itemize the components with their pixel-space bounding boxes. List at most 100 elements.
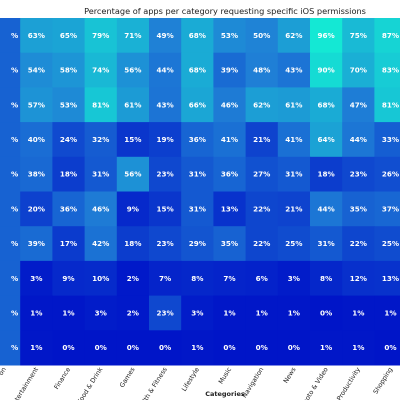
cell-value-label: % xyxy=(11,31,18,40)
heatmap-cell xyxy=(52,122,86,158)
cell-value-label: 0% xyxy=(320,308,332,317)
heatmap-cell xyxy=(245,18,279,54)
cell-value-label: 0% xyxy=(223,343,235,352)
x-tick-label: Lifestyle xyxy=(180,366,201,393)
heatmap-cell xyxy=(116,18,150,54)
cell-value-label: 29% xyxy=(189,239,206,248)
heatmap-cell xyxy=(116,295,150,331)
heatmap-cell xyxy=(20,226,53,262)
cell-value-label: 31% xyxy=(317,239,334,248)
cell-value-label: 43% xyxy=(285,66,302,75)
heatmap-cell xyxy=(149,87,182,123)
cell-value-label: 43% xyxy=(156,100,173,109)
heatmap-cell xyxy=(310,191,343,227)
cell-value-label: % xyxy=(11,170,18,179)
heatmap-cell xyxy=(0,156,21,192)
heatmap-cell xyxy=(310,156,343,192)
heatmap-cell xyxy=(20,122,53,158)
heatmap-cell xyxy=(310,226,343,262)
heatmap-cell xyxy=(181,52,214,88)
heatmap-cell xyxy=(245,52,279,88)
heatmap-cell xyxy=(374,156,400,192)
heatmap-cell xyxy=(181,330,214,366)
heatmap-cell xyxy=(277,156,311,192)
heatmap-cell xyxy=(342,156,375,192)
heatmap-cell xyxy=(0,330,21,366)
cell-value-label: 96% xyxy=(317,31,334,40)
cell-value-label: 24% xyxy=(60,135,77,144)
cell-value-label: 1% xyxy=(352,308,364,317)
cell-value-label: 9% xyxy=(127,204,139,213)
heatmap-cell xyxy=(84,156,118,192)
heatmap-cell xyxy=(342,87,375,123)
cell-value-label: 61% xyxy=(124,100,141,109)
heatmap-cell xyxy=(310,295,343,331)
heatmap-cell xyxy=(181,87,214,123)
heatmap-cell xyxy=(52,226,86,262)
cell-value-label: 38% xyxy=(28,170,45,179)
heatmap-cell xyxy=(277,330,311,366)
heatmap-cell xyxy=(181,260,214,297)
cell-value-label: 1% xyxy=(191,343,203,352)
heatmap-cell xyxy=(310,122,343,158)
heatmap-cell xyxy=(181,226,214,262)
cell-value-label: 36% xyxy=(221,170,238,179)
cell-value-label: 42% xyxy=(92,239,109,248)
x-tick-label: Productivity xyxy=(335,366,362,400)
heatmap-cell xyxy=(0,122,21,158)
cell-value-label: 53% xyxy=(221,31,238,40)
cell-value-label: 1% xyxy=(30,343,42,352)
cell-value-label: 50% xyxy=(253,31,270,40)
heatmap-cell xyxy=(20,52,53,88)
cell-value-label: 35% xyxy=(221,239,238,248)
cell-value-label: 1% xyxy=(384,308,396,317)
cell-value-label: 13% xyxy=(221,204,238,213)
heatmap-cell xyxy=(84,260,118,297)
cell-value-label: 0% xyxy=(95,343,107,352)
heatmap-cell xyxy=(0,191,21,227)
cell-value-label: 7% xyxy=(159,274,171,283)
cell-value-label: % xyxy=(11,239,18,248)
cell-value-label: 9% xyxy=(62,274,74,283)
x-tick-label: Games xyxy=(118,365,137,389)
heatmap-cell xyxy=(245,191,279,227)
cell-value-label: 12% xyxy=(350,274,367,283)
heatmap-cell xyxy=(342,191,375,227)
heatmap-cell xyxy=(52,295,86,331)
cell-value-label: 49% xyxy=(156,31,173,40)
cell-value-label: 1% xyxy=(288,308,300,317)
cell-value-label: 18% xyxy=(317,170,334,179)
cell-value-label: 15% xyxy=(124,135,141,144)
cell-value-label: 83% xyxy=(382,66,399,75)
heatmap-cell xyxy=(245,226,279,262)
cell-value-label: 90% xyxy=(317,66,334,75)
cell-value-label: 1% xyxy=(62,308,74,317)
cell-value-label: 6% xyxy=(256,274,268,283)
heatmap-cell xyxy=(84,87,118,123)
heatmap-cell xyxy=(342,122,375,158)
cell-value-label: 0% xyxy=(384,343,396,352)
heatmap-cell xyxy=(374,122,400,158)
x-tick-label: Finance xyxy=(52,366,72,391)
x-tick-labels: on Entertainment Finance Food & Drink GamesH… xyxy=(0,365,394,404)
heatmap-cell xyxy=(213,52,247,88)
heatmap-cell xyxy=(245,122,279,158)
heatmap-cell xyxy=(149,18,182,54)
heatmap-cell xyxy=(181,156,214,192)
cell-value-label: 23% xyxy=(156,239,173,248)
heatmap-cell xyxy=(116,191,150,227)
heatmap-cell xyxy=(116,87,150,123)
heatmap-cell xyxy=(52,260,86,297)
cell-value-label: 21% xyxy=(253,135,270,144)
cell-value-label: 64% xyxy=(317,135,334,144)
cell-value-label: 20% xyxy=(28,204,45,213)
cell-value-label: 13% xyxy=(382,274,399,283)
heatmap-cell xyxy=(342,52,375,88)
cell-value-label: 74% xyxy=(92,66,109,75)
heatmap-cells xyxy=(0,18,400,366)
cell-value-label: 21% xyxy=(285,204,302,213)
heatmap-cell xyxy=(342,330,375,366)
cell-value-label: 2% xyxy=(127,274,139,283)
heatmap-cell xyxy=(342,18,375,54)
